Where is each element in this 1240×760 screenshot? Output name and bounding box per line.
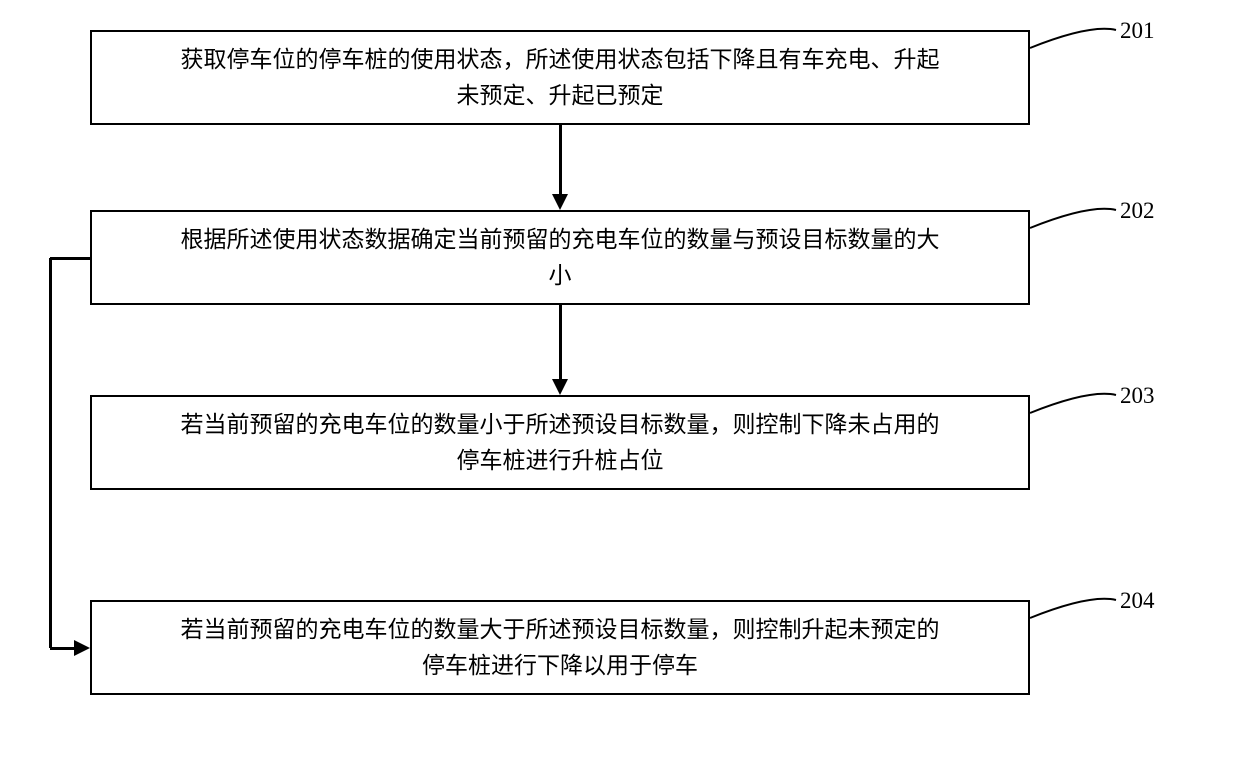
leader-line bbox=[1026, 200, 1120, 232]
flow-node-label: 202 bbox=[1120, 198, 1155, 224]
flow-edge bbox=[50, 647, 76, 650]
flow-node-n203: 若当前预留的充电车位的数量小于所述预设目标数量，则控制下降未占用的 停车桩进行升… bbox=[90, 395, 1030, 490]
flow-node-text: 若当前预留的充电车位的数量大于所述预设目标数量，则控制升起未预定的 停车桩进行下… bbox=[181, 612, 940, 683]
flow-node-n202: 根据所述使用状态数据确定当前预留的充电车位的数量与预设目标数量的大 小 bbox=[90, 210, 1030, 305]
leader-line bbox=[1026, 590, 1120, 622]
leader-line bbox=[1026, 385, 1120, 417]
flow-node-text: 获取停车位的停车桩的使用状态，所述使用状态包括下降且有车充电、升起 未预定、升起… bbox=[181, 42, 940, 113]
flow-node-label: 203 bbox=[1120, 383, 1155, 409]
leader-line bbox=[1026, 20, 1120, 52]
arrow-head-icon bbox=[552, 379, 568, 395]
arrow-head-icon bbox=[74, 640, 90, 656]
arrow-head-icon bbox=[552, 194, 568, 210]
flow-node-label: 204 bbox=[1120, 588, 1155, 614]
flow-edge bbox=[559, 125, 562, 196]
flow-edge bbox=[50, 257, 90, 260]
flow-node-n201: 获取停车位的停车桩的使用状态，所述使用状态包括下降且有车充电、升起 未预定、升起… bbox=[90, 30, 1030, 125]
flow-node-n204: 若当前预留的充电车位的数量大于所述预设目标数量，则控制升起未预定的 停车桩进行下… bbox=[90, 600, 1030, 695]
flow-node-text: 根据所述使用状态数据确定当前预留的充电车位的数量与预设目标数量的大 小 bbox=[181, 222, 940, 293]
flow-node-text: 若当前预留的充电车位的数量小于所述预设目标数量，则控制下降未占用的 停车桩进行升… bbox=[181, 407, 940, 478]
flow-edge bbox=[49, 258, 52, 648]
flow-edge bbox=[559, 305, 562, 381]
flow-node-label: 201 bbox=[1120, 18, 1155, 44]
